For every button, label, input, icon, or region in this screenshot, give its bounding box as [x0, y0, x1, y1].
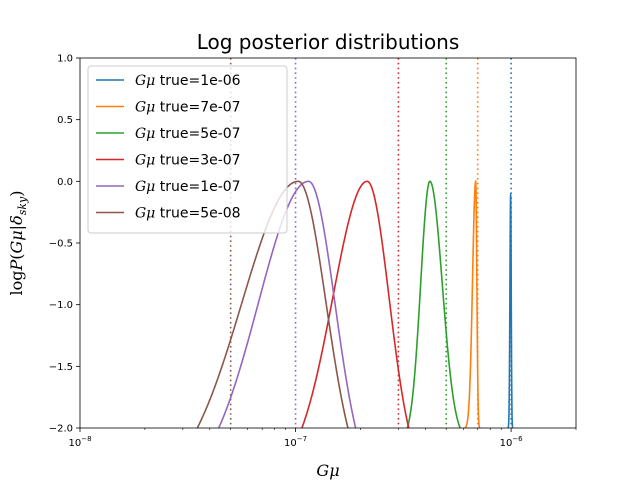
x-axis: 10−8 10−7 10−6	[68, 428, 577, 449]
y-tick-label: −1.5	[49, 362, 73, 373]
legend-box	[87, 65, 288, 234]
x-tick-label: 10−8	[68, 435, 91, 449]
y-tick-label: −0.5	[49, 239, 73, 250]
legend: Gμ true=1e-06 Gμ true=7e-07 Gμ true=5e-07 G…	[87, 65, 288, 234]
posterior-curve	[464, 179, 481, 428]
chart-title: Log posterior distributions	[197, 30, 460, 54]
posterior-curve	[301, 180, 410, 428]
y-axis: 1.0 0.5 0.0 −0.5 −1.0 −1.5 −2.0	[49, 54, 80, 435]
y-tick-label: 0.5	[57, 115, 73, 126]
posterior-curve	[507, 192, 514, 428]
y-tick-label: 0.0	[57, 177, 73, 188]
y-tick-label: 1.0	[57, 54, 73, 65]
legend-entry: Gμ true=7e-07	[135, 100, 241, 116]
x-tick-label: 10−6	[500, 435, 524, 449]
legend-entry: Gμ true=1e-07	[135, 179, 241, 195]
legend-entry: Gμ true=1e-06	[135, 73, 241, 89]
posterior-curve	[406, 180, 461, 428]
legend-entry: Gμ true=5e-08	[135, 206, 241, 222]
x-tick-label: 10−7	[284, 435, 307, 449]
legend-entry: Gμ true=3e-07	[135, 153, 241, 169]
y-axis-label: logP(Gμ|δsky)	[7, 190, 29, 295]
y-tick-label: −1.0	[49, 300, 73, 311]
x-axis-label: Gμ	[316, 461, 339, 480]
y-tick-label: −2.0	[49, 424, 73, 435]
legend-entry: Gμ true=5e-07	[135, 126, 241, 142]
